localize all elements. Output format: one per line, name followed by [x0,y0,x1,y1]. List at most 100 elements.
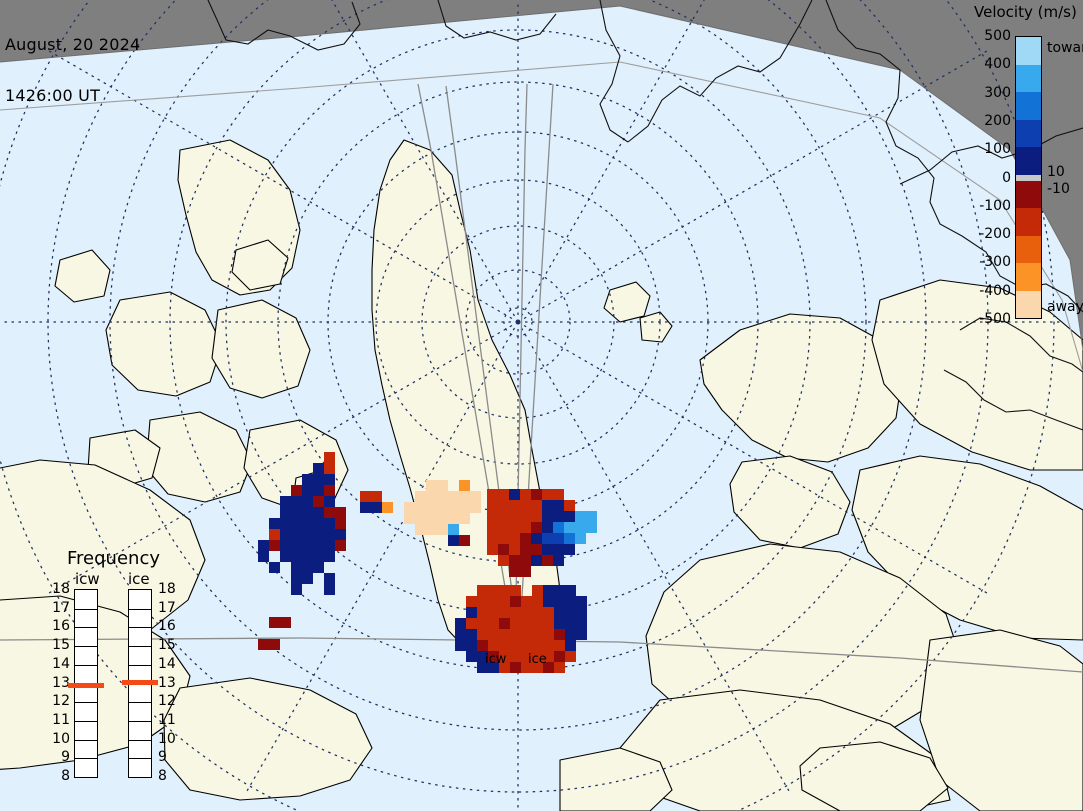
velocity-cell [324,584,335,595]
velocity-cell [291,584,302,595]
velocity-cell [510,618,521,629]
frequency-tick-right-15: 15 [158,637,176,654]
velocity-cell [510,585,521,596]
velocity-cluster-greenland-weak-away-cluster [360,480,481,546]
velocity-cell [510,596,521,607]
velocity-cell [335,540,346,551]
velocity-cell [313,529,324,540]
velocity-cell [488,585,499,596]
velocity-cell [553,533,564,544]
velocity-cell [324,496,335,507]
velocity-cell [466,651,477,662]
velocity-cell [291,507,302,518]
velocity-cell [498,544,509,555]
velocity-cell [554,618,565,629]
frequency-rule-10 [129,739,151,741]
frequency-tick-right-10: 10 [158,730,176,747]
velocity-cell [448,491,459,502]
velocity-cell [488,640,499,651]
velocity-cell [565,651,576,662]
colorbar-band-8 [1016,235,1041,263]
velocity-cell [499,585,510,596]
velocity-cell [498,533,509,544]
colorbar-tick--100: -100 [979,197,1011,214]
frequency-marker-ice [122,679,158,685]
timestamp-block: August, 20 2024 1426:00 UT [5,2,140,138]
velocity-cell [498,489,509,500]
frequency-rule-16 [75,627,97,629]
velocity-cell [437,513,448,524]
velocity-cluster-central-away-cluster [487,489,597,577]
velocity-cell [477,618,488,629]
velocity-cell [509,489,520,500]
velocity-cell [509,555,520,566]
velocity-cell [488,618,499,629]
velocity-cell [258,639,269,650]
velocity-cell [509,533,520,544]
velocity-cell [488,629,499,640]
velocity-cell [280,518,291,529]
velocity-cell [269,518,280,529]
velocity-cell [521,640,532,651]
velocity-cell [313,507,324,518]
velocity-cell [542,533,553,544]
velocity-cell [498,555,509,566]
velocity-cell [477,640,488,651]
velocity-cell [532,585,543,596]
velocity-cell [488,596,499,607]
frequency-legend-title: Frequency [67,548,160,569]
velocity-cell [509,544,520,555]
velocity-cell [499,618,510,629]
velocity-cell [269,529,280,540]
frequency-rule-9 [129,758,151,760]
velocity-cell [509,511,520,522]
velocity-cell [335,529,346,540]
velocity-cell [542,489,553,500]
velocity-cell [565,629,576,640]
velocity-cell [313,496,324,507]
frequency-rule-10 [75,739,97,741]
velocity-cell [487,500,498,511]
velocity-cell [532,596,543,607]
velocity-cell [520,522,531,533]
velocity-cell [415,513,426,524]
velocity-cell [509,566,520,577]
velocity-cell [459,480,470,491]
velocity-cell [553,489,564,500]
velocity-cell [554,662,565,673]
frequency-tick-left-8: 8 [61,768,70,784]
colorbar-tick--300: -300 [979,254,1011,271]
velocity-cell [455,640,466,651]
velocity-cell [565,640,576,651]
frequency-rule-14 [129,664,151,666]
colorbar-band-6 [1016,180,1041,208]
velocity-cell [426,524,437,535]
velocity-cell [477,607,488,618]
velocity-cell [477,629,488,640]
velocity-cell [302,496,313,507]
velocity-cell [455,629,466,640]
velocity-cell [520,500,531,511]
velocity-cell [576,596,587,607]
frequency-tick-right-8: 8 [158,768,167,784]
velocity-cell [532,607,543,618]
frequency-tick-left-15: 15 [52,637,70,654]
velocity-cell [531,489,542,500]
velocity-cell [554,651,565,662]
colorbar-band-4 [1016,147,1041,175]
velocity-cell [575,533,586,544]
velocity-cell [466,629,477,640]
velocity-cell [521,651,532,662]
velocity-cell [313,518,324,529]
velocity-cell [521,618,532,629]
colorbar-band-7 [1016,208,1041,236]
velocity-cell [565,618,576,629]
velocity-cell [532,640,543,651]
velocity-cell [498,500,509,511]
velocity-cell [477,596,488,607]
velocity-cell [564,544,575,555]
velocity-cell [553,522,564,533]
velocity-cell [532,651,543,662]
velocity-cell [291,496,302,507]
